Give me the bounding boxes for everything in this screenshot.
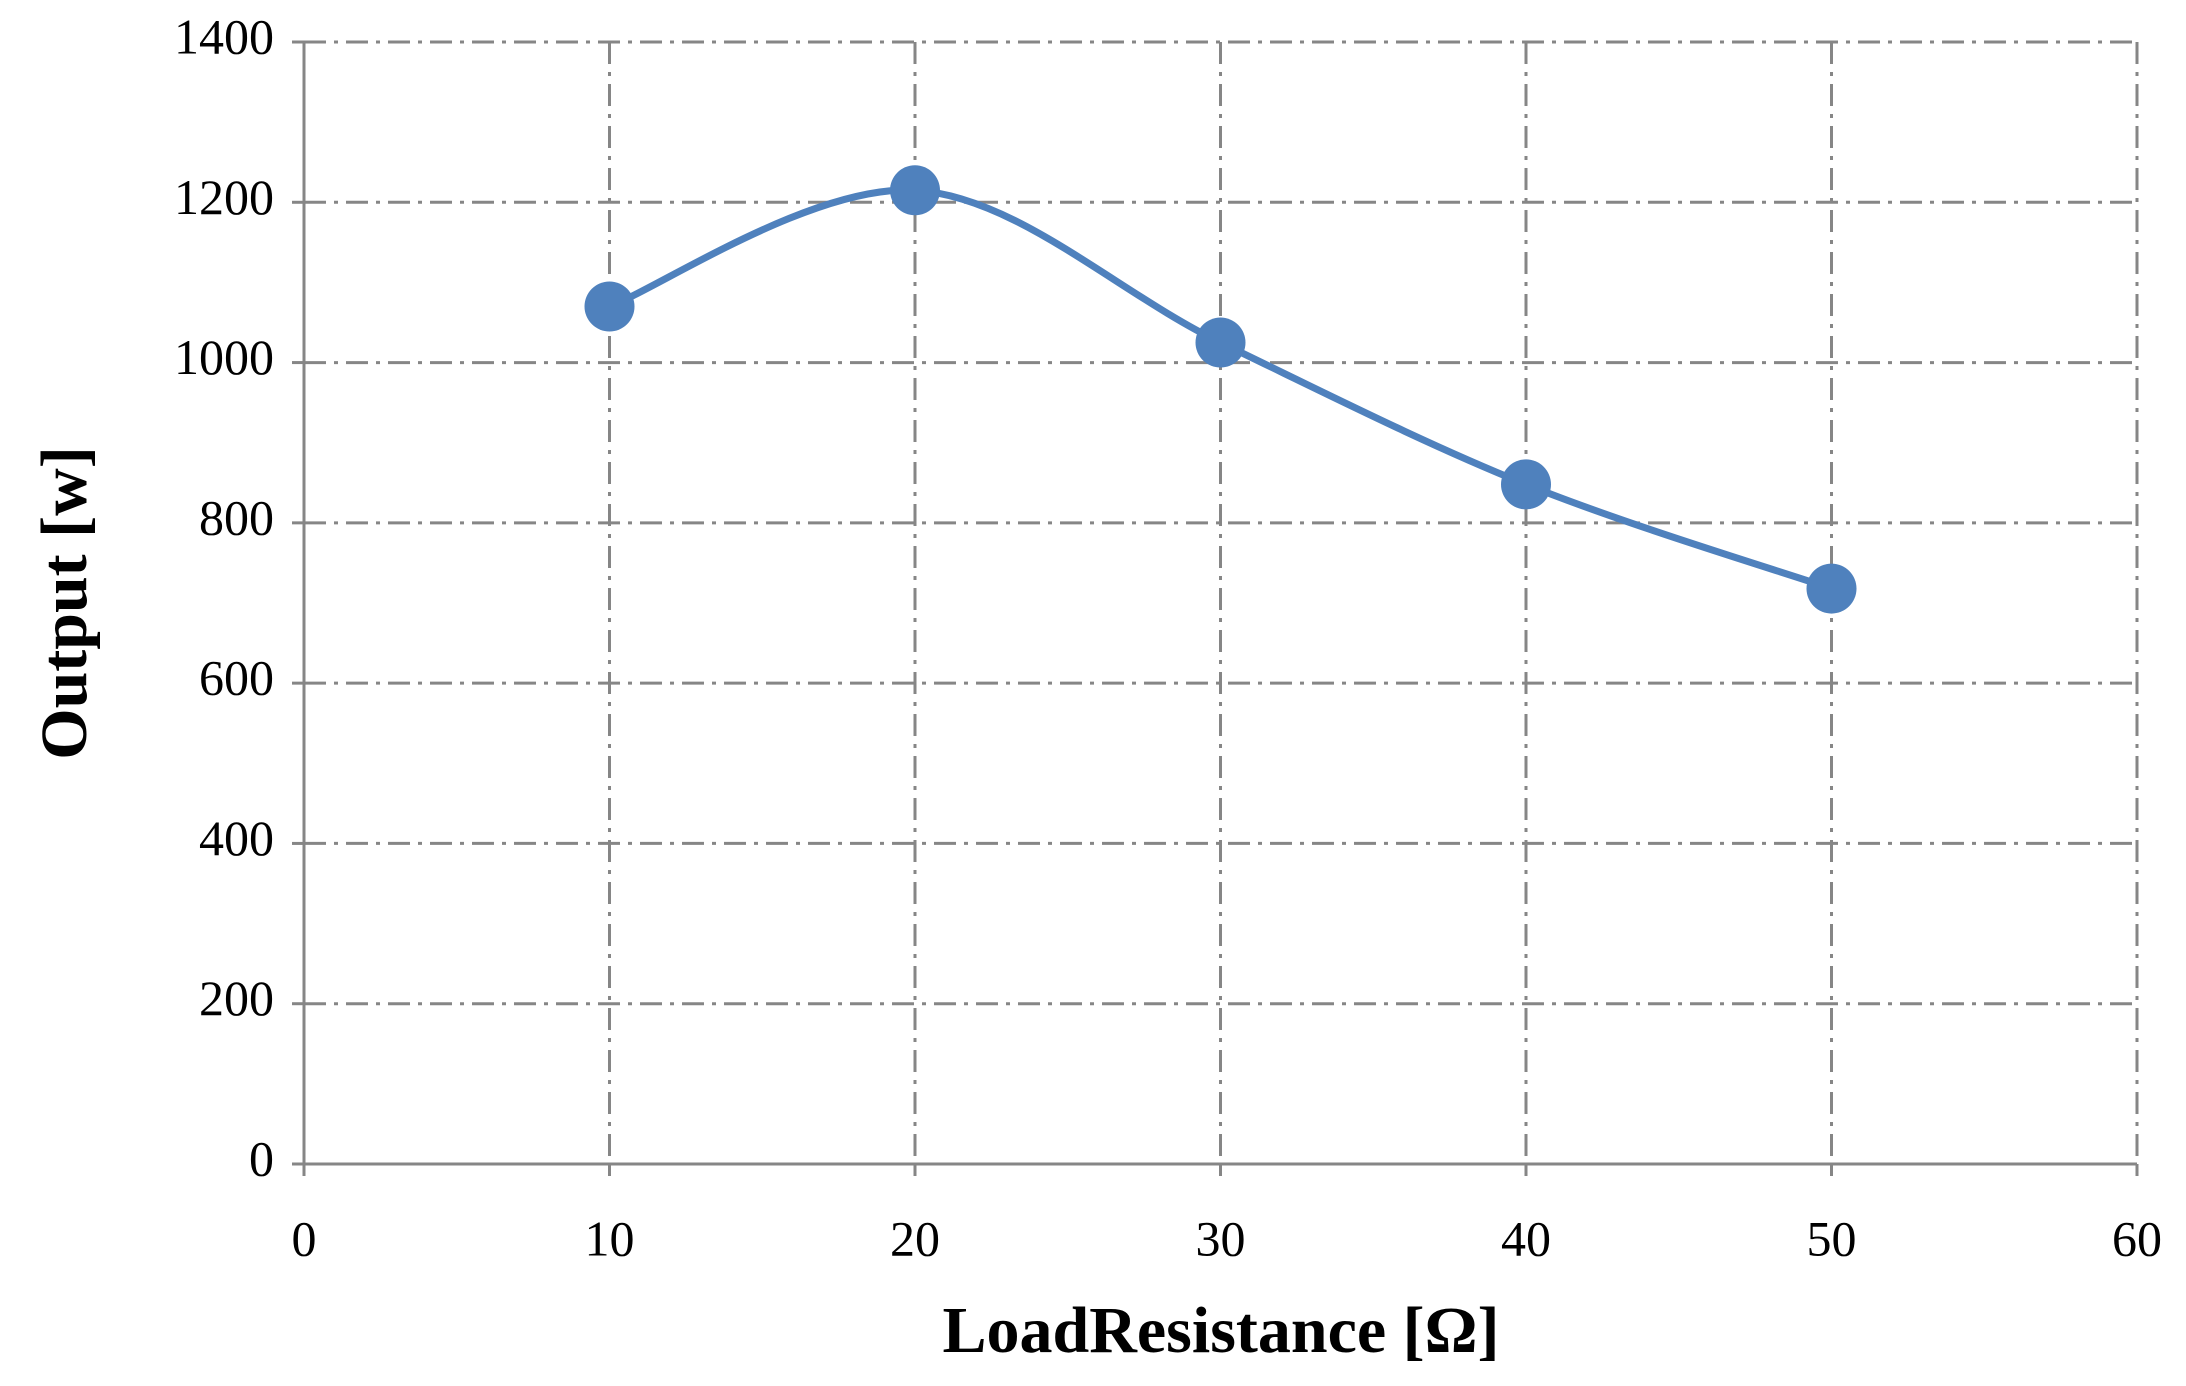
y-axis-title: Output [w]	[28, 446, 101, 760]
y-tick-label: 1000	[174, 329, 274, 385]
x-axis-title: LoadResistance [Ω]	[943, 1294, 1500, 1367]
x-tick-label: 20	[890, 1210, 940, 1266]
y-tick-label: 200	[199, 970, 274, 1026]
y-tick-label: 1200	[174, 169, 274, 225]
data-point	[1195, 317, 1246, 368]
y-tick-label: 1400	[174, 8, 274, 64]
x-tick-label: 30	[1196, 1210, 1246, 1266]
data-point	[1806, 563, 1857, 614]
data-point	[584, 281, 635, 332]
x-tick-label: 50	[1807, 1210, 1857, 1266]
x-tick-label: 40	[1501, 1210, 1551, 1266]
y-tick-label: 600	[199, 650, 274, 706]
data-point	[890, 165, 940, 216]
x-tick-label: 60	[2112, 1210, 2162, 1266]
x-tick-label: 10	[585, 1210, 635, 1266]
x-tick-label: 0	[292, 1210, 317, 1266]
y-tick-label: 800	[199, 489, 274, 545]
data-point	[1501, 459, 1551, 510]
y-tick-label: 400	[199, 810, 274, 866]
y-tick-label: 0	[249, 1130, 274, 1186]
